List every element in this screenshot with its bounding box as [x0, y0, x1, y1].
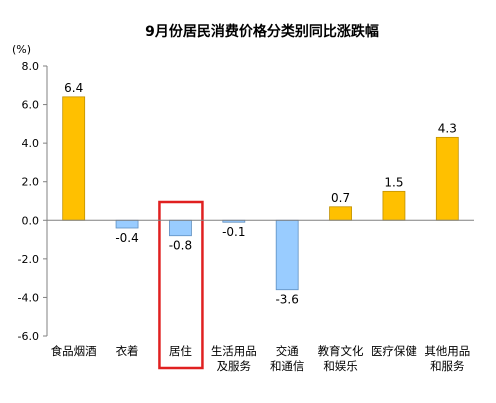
highlight-box [158, 200, 204, 370]
bar [435, 136, 459, 221]
x-tick-label: 医疗保健 [371, 344, 417, 358]
bar [169, 219, 192, 237]
y-tick-label: -6.0 [18, 330, 39, 343]
x-tick-label: 食品烟酒 [51, 344, 97, 358]
data-label: -3.6 [275, 293, 298, 307]
bar [62, 96, 86, 221]
x-tick-label: 和娱乐 [323, 359, 358, 373]
y-tick-label: -4.0 [18, 291, 39, 304]
data-label: 6.4 [64, 81, 83, 95]
data-label: -0.4 [115, 231, 138, 245]
y-tick-label: 6.0 [22, 99, 40, 112]
data-label: 4.3 [438, 121, 457, 135]
bar [115, 219, 139, 229]
y-tick-label: 4.0 [22, 137, 40, 150]
x-tick-label: 其他用品 [424, 344, 470, 358]
x-tick-label: 及服务 [217, 359, 252, 373]
bars-group: 6.4 -0.4 -0.8 -0.1 -3.6 0.7 1.5 4.3 [62, 81, 459, 370]
data-label: -0.8 [169, 239, 192, 253]
x-tick-label: 居住 [169, 344, 192, 358]
chart-title: 9月份居民消费价格分类别同比涨跌幅 [145, 23, 379, 40]
data-label: 0.7 [331, 191, 350, 205]
x-tick-label: 交通 [276, 344, 299, 358]
data-label: 1.5 [384, 175, 403, 189]
x-tick-label: 教育文化 [318, 344, 364, 358]
y-tick-label: 8.0 [22, 60, 40, 73]
y-tick-label: 0.0 [22, 214, 40, 227]
x-tick-label: 和通信 [270, 359, 305, 373]
x-tick-label: 和服务 [430, 359, 465, 373]
x-tick-label: 生活用品 [211, 344, 257, 358]
data-label: -0.1 [222, 225, 245, 239]
bar [329, 206, 352, 221]
y-tick-label: -2.0 [18, 253, 39, 266]
x-tick-label: 衣着 [116, 344, 139, 358]
y-tick-label: 2.0 [22, 176, 40, 189]
y-axis: 8.0 6.0 4.0 2.0 0.0 -2.0 -4.0 -6.0 [18, 60, 48, 343]
y-unit-label: (%) [12, 43, 31, 56]
bar [275, 219, 299, 291]
bar [382, 190, 406, 221]
